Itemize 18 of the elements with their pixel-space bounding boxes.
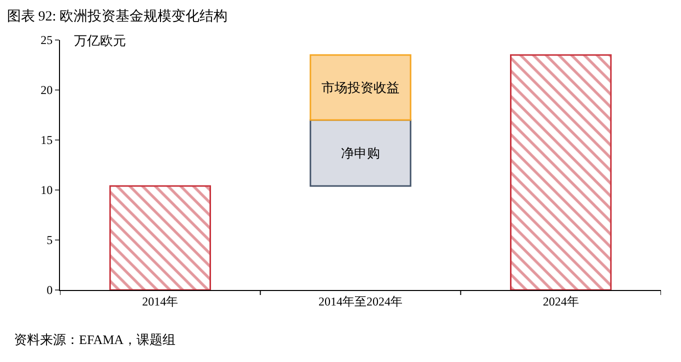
bar — [109, 185, 211, 290]
bar — [310, 54, 412, 121]
chart-title: 图表 92: 欧洲投资基金规模变化结构 — [6, 8, 228, 25]
y-tick-label: 15 — [40, 133, 53, 148]
x-tick-label: 2024年 — [542, 294, 579, 308]
text: 资料来源：EFAMA，课题组 — [14, 332, 176, 347]
y-axis-title: 万亿欧元 — [74, 33, 126, 48]
series-label: 净申购 — [341, 146, 380, 160]
y-tick-label: 20 — [40, 83, 53, 98]
x-tick-label: 2014年 — [142, 294, 178, 308]
y-tick-label: 0 — [46, 283, 53, 298]
bar — [510, 54, 612, 290]
x-tick-label: 2014年至2024年 — [318, 294, 402, 308]
y-tick-label: 5 — [46, 233, 53, 248]
y-tick-label: 10 — [40, 183, 53, 198]
y-tick-label: 25 — [40, 33, 53, 48]
series-label: 市场投资收益 — [322, 80, 400, 95]
bar — [310, 119, 412, 187]
